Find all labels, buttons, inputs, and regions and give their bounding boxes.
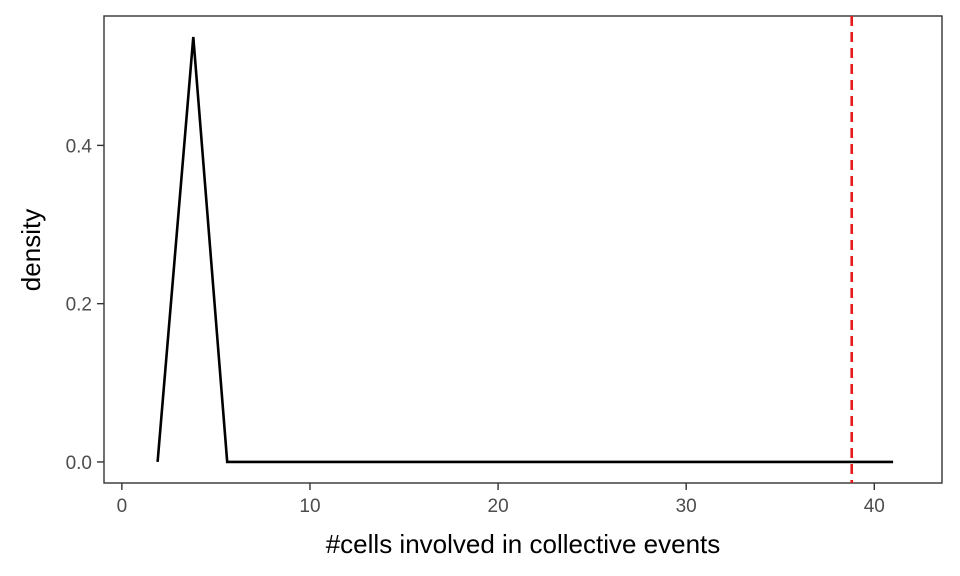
- y-axis-title: density: [16, 209, 46, 291]
- x-tick-label: 20: [488, 496, 509, 517]
- y-tick-label: 0.0: [66, 453, 92, 474]
- x-tick-label: 30: [676, 496, 697, 517]
- x-tick-label: 40: [864, 496, 885, 517]
- y-tick-label: 0.2: [66, 295, 92, 316]
- density-line-0: [156, 36, 894, 464]
- chart-marks: [156, 16, 894, 483]
- x-tick-label: 0: [117, 496, 128, 517]
- chart-axes: 0 10 20 30 40 0.0 0.2 0.4: [66, 136, 885, 517]
- plot-panel: [103, 15, 943, 484]
- x-axis-title: #cells involved in collective events: [326, 529, 721, 559]
- x-tick-label: 10: [299, 496, 320, 517]
- y-tick-label: 0.4: [66, 136, 93, 157]
